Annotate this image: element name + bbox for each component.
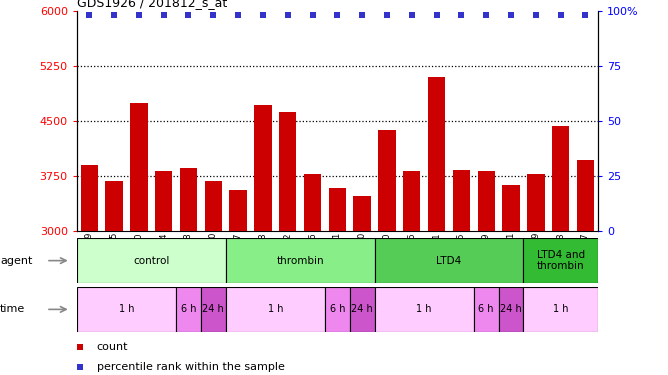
Bar	[329, 188, 346, 231]
Bar	[130, 103, 148, 231]
Bar	[524, 238, 598, 283]
Bar	[474, 287, 498, 332]
Bar	[155, 171, 172, 231]
Bar	[325, 287, 350, 332]
Text: time: time	[0, 304, 25, 314]
Bar	[498, 287, 524, 332]
Text: thrombin: thrombin	[277, 256, 324, 266]
Bar	[576, 160, 594, 231]
Bar	[77, 287, 176, 332]
Bar	[304, 174, 321, 231]
Bar	[255, 105, 272, 231]
Bar	[176, 287, 201, 332]
Bar	[502, 185, 520, 231]
Text: 1 h: 1 h	[119, 304, 134, 314]
Text: agent: agent	[0, 256, 32, 266]
Text: 6 h: 6 h	[329, 304, 345, 314]
Bar	[226, 287, 325, 332]
Text: percentile rank within the sample: percentile rank within the sample	[97, 362, 285, 372]
Text: 24 h: 24 h	[202, 304, 224, 314]
Bar	[226, 238, 375, 283]
Text: count: count	[97, 342, 128, 352]
Bar	[552, 126, 569, 231]
Text: LTD4 and
thrombin: LTD4 and thrombin	[536, 250, 584, 272]
Bar	[375, 238, 524, 283]
Bar	[279, 112, 297, 231]
Bar	[180, 168, 197, 231]
Bar	[478, 171, 495, 231]
Text: LTD4: LTD4	[436, 256, 462, 266]
Bar	[229, 190, 246, 231]
Text: 1 h: 1 h	[553, 304, 568, 314]
Bar	[428, 77, 446, 231]
Bar	[81, 165, 98, 231]
Bar	[201, 287, 226, 332]
Bar	[106, 181, 123, 231]
Text: 6 h: 6 h	[478, 304, 494, 314]
Text: 6 h: 6 h	[181, 304, 196, 314]
Bar	[403, 171, 420, 231]
Bar	[353, 196, 371, 231]
Bar	[378, 130, 395, 231]
Bar	[524, 287, 598, 332]
Bar	[453, 170, 470, 231]
Bar	[77, 238, 226, 283]
Text: 1 h: 1 h	[416, 304, 432, 314]
Text: GDS1926 / 201812_s_at: GDS1926 / 201812_s_at	[77, 0, 227, 9]
Text: 24 h: 24 h	[351, 304, 373, 314]
Text: control: control	[133, 256, 170, 266]
Text: 1 h: 1 h	[268, 304, 283, 314]
Text: 24 h: 24 h	[500, 304, 522, 314]
Bar	[527, 174, 544, 231]
Bar	[204, 181, 222, 231]
Bar	[350, 287, 375, 332]
Bar	[375, 287, 474, 332]
